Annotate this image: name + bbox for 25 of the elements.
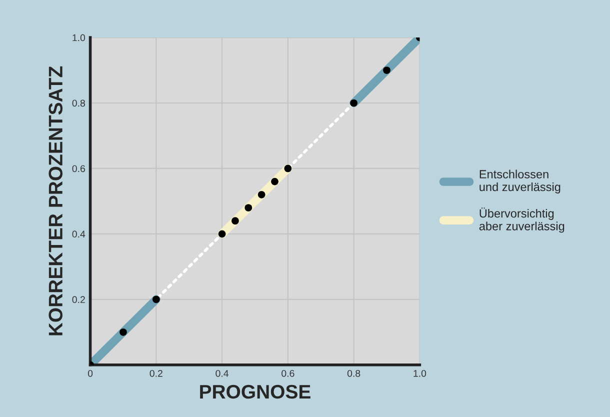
point <box>284 164 292 172</box>
point <box>120 328 127 336</box>
x-tick-label: 0.6 <box>282 370 294 377</box>
x-tick-label: 0.2 <box>150 370 162 377</box>
point <box>218 230 226 238</box>
y-tick-label: 1.0 <box>72 34 86 42</box>
y-tick-label: 0.2 <box>72 296 85 304</box>
x-axis-title: PROGNOSE <box>200 384 310 399</box>
y-tick-label: 0.4 <box>72 230 86 238</box>
point <box>152 296 160 304</box>
point <box>258 190 266 198</box>
y-axis-title: KORREKTER PROZENTSATZ <box>48 66 63 336</box>
x-tick-label: 0 <box>88 370 93 377</box>
y-tick-label: 0.6 <box>72 165 85 172</box>
legend-label: Übervorsichtig aber zuverlässig <box>479 208 564 233</box>
point <box>232 217 239 225</box>
y-tick-label: 0.8 <box>72 100 85 107</box>
legend-label: Entschlossen und zuverlässig <box>480 170 560 194</box>
x-tick-label: 0.8 <box>347 370 360 377</box>
x-tick-label: 1.0 <box>414 370 426 377</box>
x-tick-label: 0.4 <box>216 370 229 377</box>
point <box>271 178 278 186</box>
point <box>383 66 390 74</box>
point <box>244 204 252 212</box>
point <box>350 99 358 107</box>
